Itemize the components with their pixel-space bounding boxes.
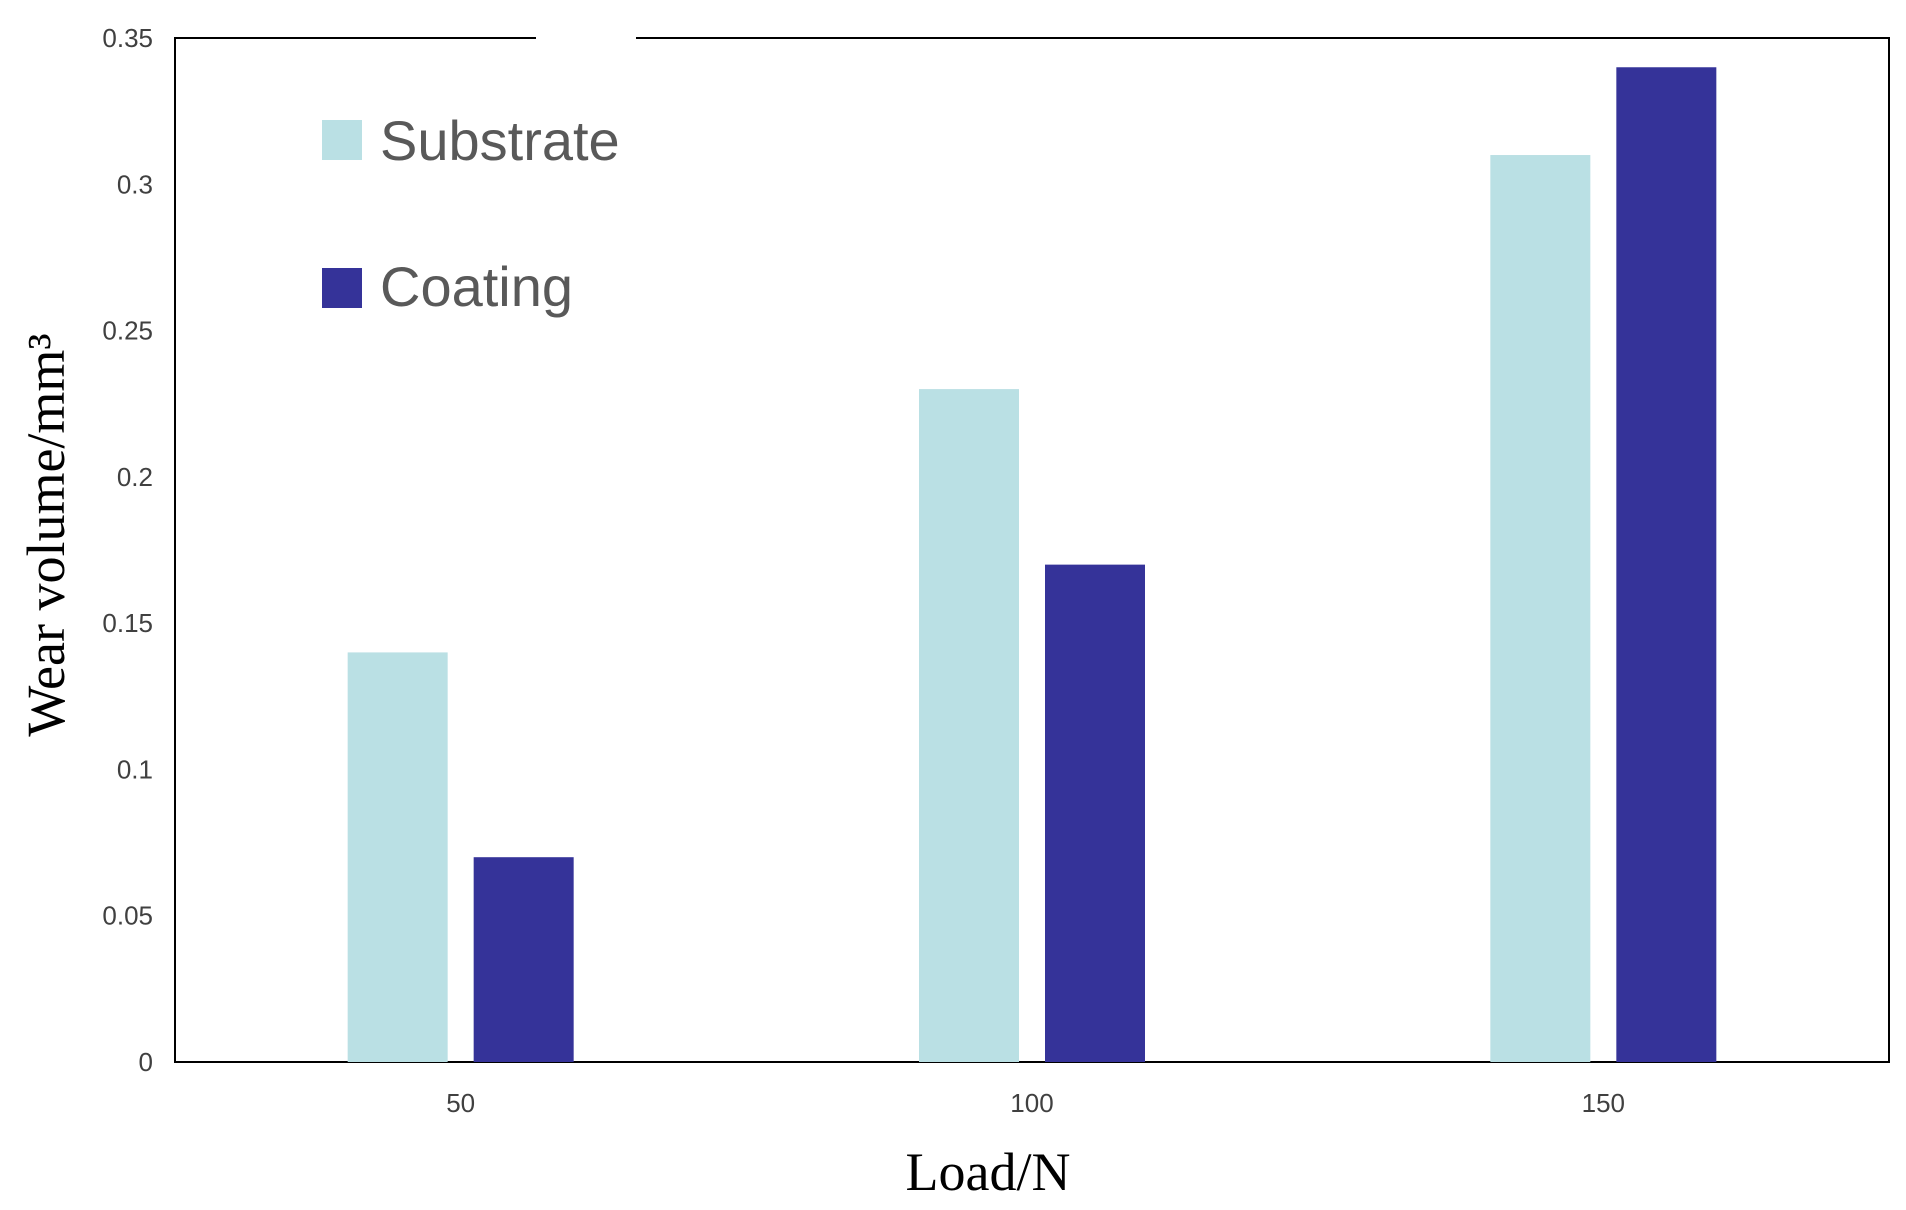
y-tick-label: 0.2 bbox=[117, 462, 153, 492]
bar-coating-50 bbox=[473, 857, 574, 1062]
legend-label-coating: Coating bbox=[380, 255, 573, 318]
y-tick-label: 0.35 bbox=[102, 23, 153, 53]
legend-label-substrate: Substrate bbox=[380, 109, 620, 172]
y-tick-label: 0.1 bbox=[117, 754, 153, 784]
bars bbox=[347, 67, 1717, 1063]
x-tick-label: 50 bbox=[446, 1088, 475, 1118]
frame-gap bbox=[536, 35, 636, 41]
x-tick-label: 150 bbox=[1582, 1088, 1625, 1118]
y-axis: 0 0.05 0.1 0.15 0.2 0.25 0.3 0.35 bbox=[102, 23, 153, 1077]
legend: Substrate Coating bbox=[322, 109, 620, 318]
bar-substrate-150 bbox=[1490, 155, 1591, 1062]
x-axis: 50 100 150 bbox=[446, 1088, 1625, 1118]
y-tick-label: 0.05 bbox=[102, 901, 153, 931]
y-tick-label: 0.15 bbox=[102, 608, 153, 638]
x-axis-title: Load/N bbox=[906, 1142, 1071, 1202]
y-tick-label: 0 bbox=[139, 1047, 153, 1077]
bar-substrate-50 bbox=[347, 652, 448, 1062]
bar-coating-150 bbox=[1616, 67, 1717, 1062]
y-axis-title: Wear volume/mm³ bbox=[16, 333, 76, 736]
legend-swatch-coating bbox=[322, 268, 362, 308]
bar-substrate-100 bbox=[919, 389, 1019, 1063]
y-tick-label: 0.3 bbox=[117, 169, 153, 199]
bar-coating-100 bbox=[1045, 564, 1145, 1062]
y-tick-label: 0.25 bbox=[102, 316, 153, 346]
x-tick-label: 100 bbox=[1010, 1088, 1053, 1118]
plot-frame bbox=[174, 37, 1890, 1063]
legend-swatch-substrate bbox=[322, 120, 362, 160]
